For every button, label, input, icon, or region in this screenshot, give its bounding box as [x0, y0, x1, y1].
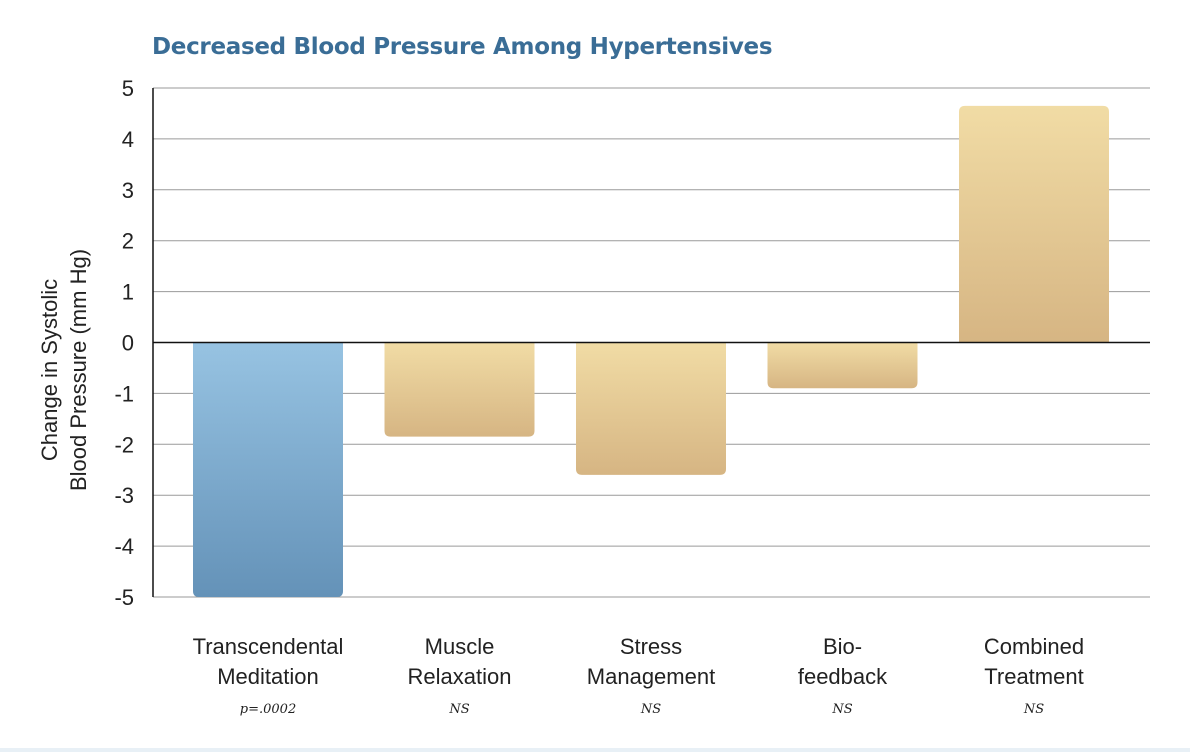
x-category-label: Relaxation	[408, 664, 512, 689]
y-tick-label: -5	[114, 585, 134, 610]
y-tick-label: 5	[122, 76, 134, 101]
y-tick-label: 2	[122, 229, 134, 254]
x-category-label: Combined	[984, 634, 1084, 659]
bar-bio-feedback	[767, 342, 918, 389]
x-category-label: Management	[587, 664, 715, 689]
y-tick-label: 4	[122, 127, 134, 152]
x-category-label: Muscle	[425, 634, 495, 659]
significance-note: p=.0002	[240, 702, 296, 717]
x-category-label: Stress	[620, 634, 682, 659]
x-category-label: Transcendental	[193, 634, 344, 659]
chart-title: Decreased Blood Pressure Among Hypertens…	[152, 34, 773, 60]
y-tick-label: -4	[114, 534, 134, 559]
y-tick-label: 1	[122, 280, 134, 305]
bar-transcendental-meditation	[193, 342, 343, 597]
significance-note: NS	[831, 702, 852, 717]
bar-combined-treatment	[959, 105, 1109, 343]
y-tick-label: -3	[114, 483, 134, 508]
x-category-label: Bio-	[823, 634, 862, 659]
x-category-label: Meditation	[217, 664, 319, 689]
significance-note: NS	[448, 702, 469, 717]
y-tick-label: -2	[114, 432, 134, 457]
significance-note: NS	[1023, 702, 1044, 717]
y-tick-label: -1	[114, 381, 134, 406]
bar-stress-management	[576, 342, 726, 475]
x-category-label: Treatment	[984, 664, 1083, 689]
bottom-divider	[0, 748, 1190, 752]
x-category-label: feedback	[798, 664, 888, 689]
bar-muscle-relaxation	[384, 342, 535, 437]
y-tick-label: 3	[122, 178, 134, 203]
significance-note: NS	[640, 702, 661, 717]
y-tick-label: 0	[122, 331, 134, 356]
